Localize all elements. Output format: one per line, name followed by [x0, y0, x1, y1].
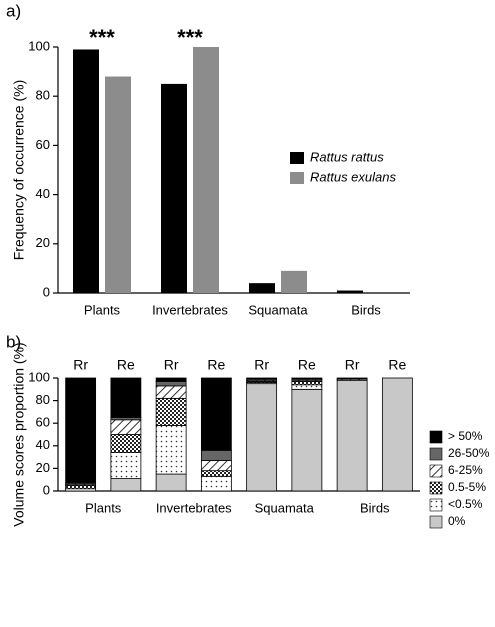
bar-segment: [65, 484, 97, 490]
legend-label: > 50%: [448, 429, 483, 443]
bar-segment: [155, 473, 187, 492]
bar-segment: [155, 380, 187, 387]
y-axis-label: Volume scores proportion (%): [11, 342, 27, 526]
legend-label: Rattus exulans: [310, 169, 396, 184]
y-tick-label: 80: [36, 88, 50, 103]
y-tick-label: 100: [28, 38, 50, 53]
legend-swatch: [290, 152, 304, 164]
bar-segment: [381, 377, 413, 492]
bar-segment: [336, 379, 368, 492]
x-tick-label: Invertebrates: [152, 302, 228, 317]
bar-segment: [110, 434, 142, 453]
y-tick-label: 0: [43, 482, 50, 497]
bar-segment: [110, 452, 142, 479]
annotation: ***: [89, 25, 115, 50]
bar-segment: [336, 377, 368, 380]
bar: [105, 76, 131, 294]
legend-swatch: [429, 515, 443, 529]
bar-label: Re: [117, 357, 135, 373]
x-tick-label: Squamata: [255, 500, 315, 515]
bar-segment: [200, 470, 232, 477]
legend-swatch: [429, 464, 443, 478]
annotation: ***: [177, 25, 203, 50]
x-tick-label: Birds: [360, 500, 390, 515]
x-tick-label: Plants: [84, 302, 121, 317]
legend-swatch: [429, 481, 443, 495]
y-tick-label: 0: [43, 284, 50, 299]
bar: [73, 49, 99, 294]
bar-segment: [110, 419, 142, 435]
x-tick-label: Squamata: [248, 302, 308, 317]
bar: [161, 83, 187, 294]
bar-segment: [246, 377, 278, 380]
y-tick-label: 80: [36, 392, 50, 407]
bar-segment: [110, 478, 142, 492]
legend-label: 0.5-5%: [448, 480, 486, 494]
bar-segment: [155, 425, 187, 475]
bar-label: Rr: [164, 357, 179, 373]
bar-segment: [291, 388, 323, 492]
bar-label: Rr: [254, 357, 269, 373]
bar-segment: [246, 383, 278, 492]
bar: [193, 47, 219, 293]
y-tick-label: 100: [28, 369, 50, 384]
bar: [249, 283, 275, 293]
legend-label: 6-25%: [448, 463, 483, 477]
panel-label: a): [6, 1, 21, 20]
legend-label: 0%: [448, 514, 466, 528]
legend-label: Rattus rattus: [310, 149, 384, 164]
y-tick-label: 60: [36, 137, 50, 152]
bar-segment: [200, 460, 232, 472]
x-tick-label: Birds: [351, 302, 381, 317]
bar-label: Rr: [73, 357, 88, 373]
y-tick-label: 40: [36, 186, 50, 201]
bar-segment: [200, 449, 232, 461]
legend-swatch: [429, 447, 443, 461]
bar-segment: [155, 377, 187, 382]
bar: [337, 290, 363, 293]
x-tick-label: Invertebrates: [156, 500, 232, 515]
bar-label: Re: [207, 357, 225, 373]
bar: [281, 270, 307, 293]
bar-segment: [155, 397, 187, 426]
legend-label: 26-50%: [448, 446, 490, 460]
y-axis-label: Frequency of occurrence (%): [11, 80, 27, 261]
bar-segment: [200, 475, 232, 492]
bar-segment: [291, 380, 323, 386]
y-tick-label: 20: [36, 235, 50, 250]
bar-segment: [200, 377, 232, 451]
bar-segment: [65, 377, 97, 484]
bar-segment: [291, 377, 323, 380]
legend-swatch: [290, 172, 304, 184]
bar-label: Re: [388, 357, 406, 373]
bar-segment: [291, 384, 323, 390]
x-tick-label: Plants: [85, 500, 122, 515]
y-tick-label: 60: [36, 415, 50, 430]
legend-swatch: [429, 498, 443, 512]
legend-swatch: [429, 430, 443, 444]
bar-segment: [155, 385, 187, 399]
bar-segment: [110, 377, 142, 418]
y-tick-label: 40: [36, 437, 50, 452]
y-tick-label: 20: [36, 460, 50, 475]
bar-label: Re: [298, 357, 316, 373]
bar-label: Rr: [345, 357, 360, 373]
panel-label: b): [6, 332, 21, 351]
legend-label: <0.5%: [448, 497, 483, 511]
